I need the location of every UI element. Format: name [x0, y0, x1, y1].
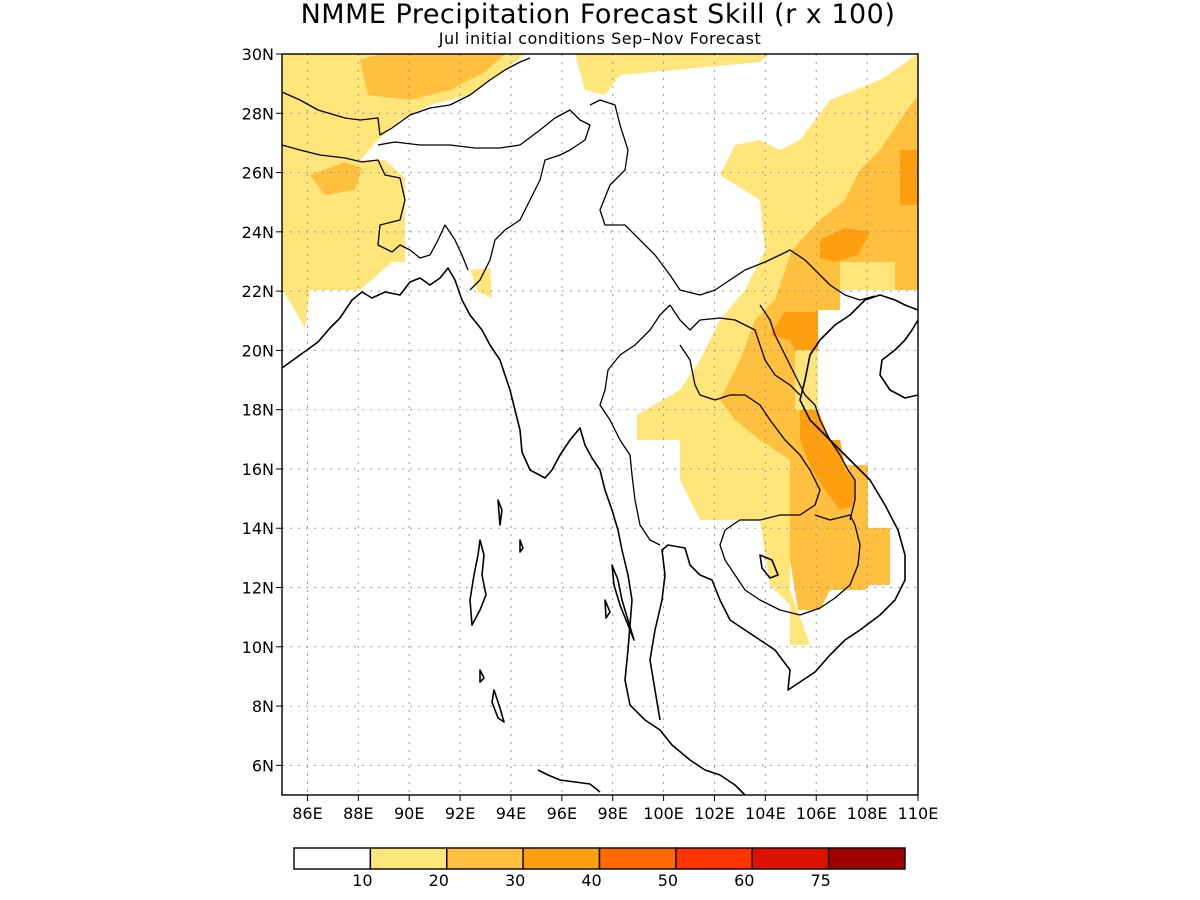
colorbar-swatch	[446, 847, 524, 870]
colorbar-swatch	[293, 847, 372, 870]
colorbar-label: 40	[581, 871, 601, 890]
border-laos-vietnam	[759, 304, 856, 521]
colorbar-swatch	[827, 847, 906, 870]
coastline-india-bangladesh	[281, 267, 746, 796]
skill-region-10-bangla	[470, 268, 492, 298]
x-tick-label: 104E	[745, 804, 786, 823]
y-tick-label: 14N	[242, 519, 274, 538]
figure-title: NMME Precipitation Forecast Skill (r x 1…	[301, 0, 896, 30]
colorbar-label: 20	[429, 871, 449, 890]
skill-region-20-east	[720, 95, 918, 610]
y-tick-label: 20N	[242, 341, 274, 360]
border-india-nepal	[281, 144, 363, 163]
y-tick-label: 28N	[242, 104, 274, 123]
skill-region-10-north2	[575, 54, 770, 95]
x-tick-label: 92E	[445, 804, 475, 823]
x-tick-label: 98E	[597, 804, 627, 823]
y-tick-label: 24N	[242, 223, 274, 242]
x-tick-label: 100E	[643, 804, 684, 823]
colorbar-label: 60	[734, 871, 754, 890]
colorbar-swatch	[598, 847, 677, 870]
y-tick-label: 10N	[242, 638, 274, 657]
colorbar-label: 30	[505, 871, 525, 890]
coastline-mergui-islands	[604, 564, 635, 641]
border-nepal-china	[281, 57, 531, 136]
border-thailand-laos	[679, 344, 821, 531]
x-tick-label: 88E	[343, 804, 373, 823]
border-bangladesh	[361, 159, 469, 271]
x-tick-label: 102E	[694, 804, 735, 823]
border-india-myanmar	[469, 109, 591, 291]
y-tick-label: 26N	[242, 164, 274, 183]
x-tick-label: 86E	[292, 804, 322, 823]
coastline-china	[879, 319, 919, 399]
skill-shading	[282, 54, 918, 645]
colorbar-label: 10	[352, 871, 372, 890]
colorbar-swatch	[522, 847, 601, 870]
map-frame	[281, 53, 919, 796]
skill-region-30-east	[770, 150, 918, 510]
x-tick-label: 108E	[847, 804, 888, 823]
border-bhutan	[377, 141, 521, 149]
colorbar-swatch	[369, 847, 448, 870]
map-panel: 86E 88E 90E 92E 94E 96E 98E 100E 102E 104E 106E 108…	[242, 45, 939, 823]
y-tick-label: 30N	[242, 45, 274, 64]
coastline-sumatra	[537, 769, 601, 793]
x-axis-ticks: 86E 88E 90E 92E 94E 96E 98E 100E 102E 104E 106E 108…	[292, 795, 938, 823]
x-tick-label: 90E	[394, 804, 424, 823]
coastlines	[281, 267, 919, 796]
colorbar-label: 75	[810, 871, 830, 890]
border-myanmar-laos-thailand	[669, 304, 801, 396]
colorbar-swatch	[751, 847, 830, 870]
border-myanmar-china	[589, 99, 876, 301]
map-gridlines	[282, 54, 918, 795]
coastline-andaman-islands	[469, 499, 524, 723]
y-tick-label: 18N	[242, 401, 274, 420]
y-tick-label: 8N	[252, 697, 274, 716]
x-tick-label: 94E	[496, 804, 526, 823]
y-axis-ticks: 6N 8N 10N 12N 14N 16N 18N 20N 22N 24N 26N 28N 30N	[242, 45, 282, 775]
coastline-thailand-gulf	[649, 294, 919, 721]
y-tick-label: 6N	[252, 756, 274, 775]
x-tick-label: 106E	[796, 804, 837, 823]
figure-subtitle: Jul initial conditions Sep–Nov Forecast	[438, 29, 762, 48]
skill-region-20-nw2	[310, 162, 362, 195]
colorbar: 10 20 30 40 50 60 75	[293, 847, 906, 890]
y-tick-label: 12N	[242, 579, 274, 598]
coastline-tonle-sap	[759, 554, 779, 579]
border-cambodia	[719, 514, 861, 616]
skill-region-20-north	[360, 54, 505, 100]
y-tick-label: 16N	[242, 460, 274, 479]
y-tick-label: 22N	[242, 282, 274, 301]
x-tick-label: 110E	[898, 804, 939, 823]
colorbar-swatch	[675, 847, 753, 870]
border-myanmar-thailand	[599, 304, 671, 546]
country-borders	[281, 57, 876, 616]
colorbar-label: 50	[658, 871, 678, 890]
x-tick-label: 96E	[547, 804, 577, 823]
